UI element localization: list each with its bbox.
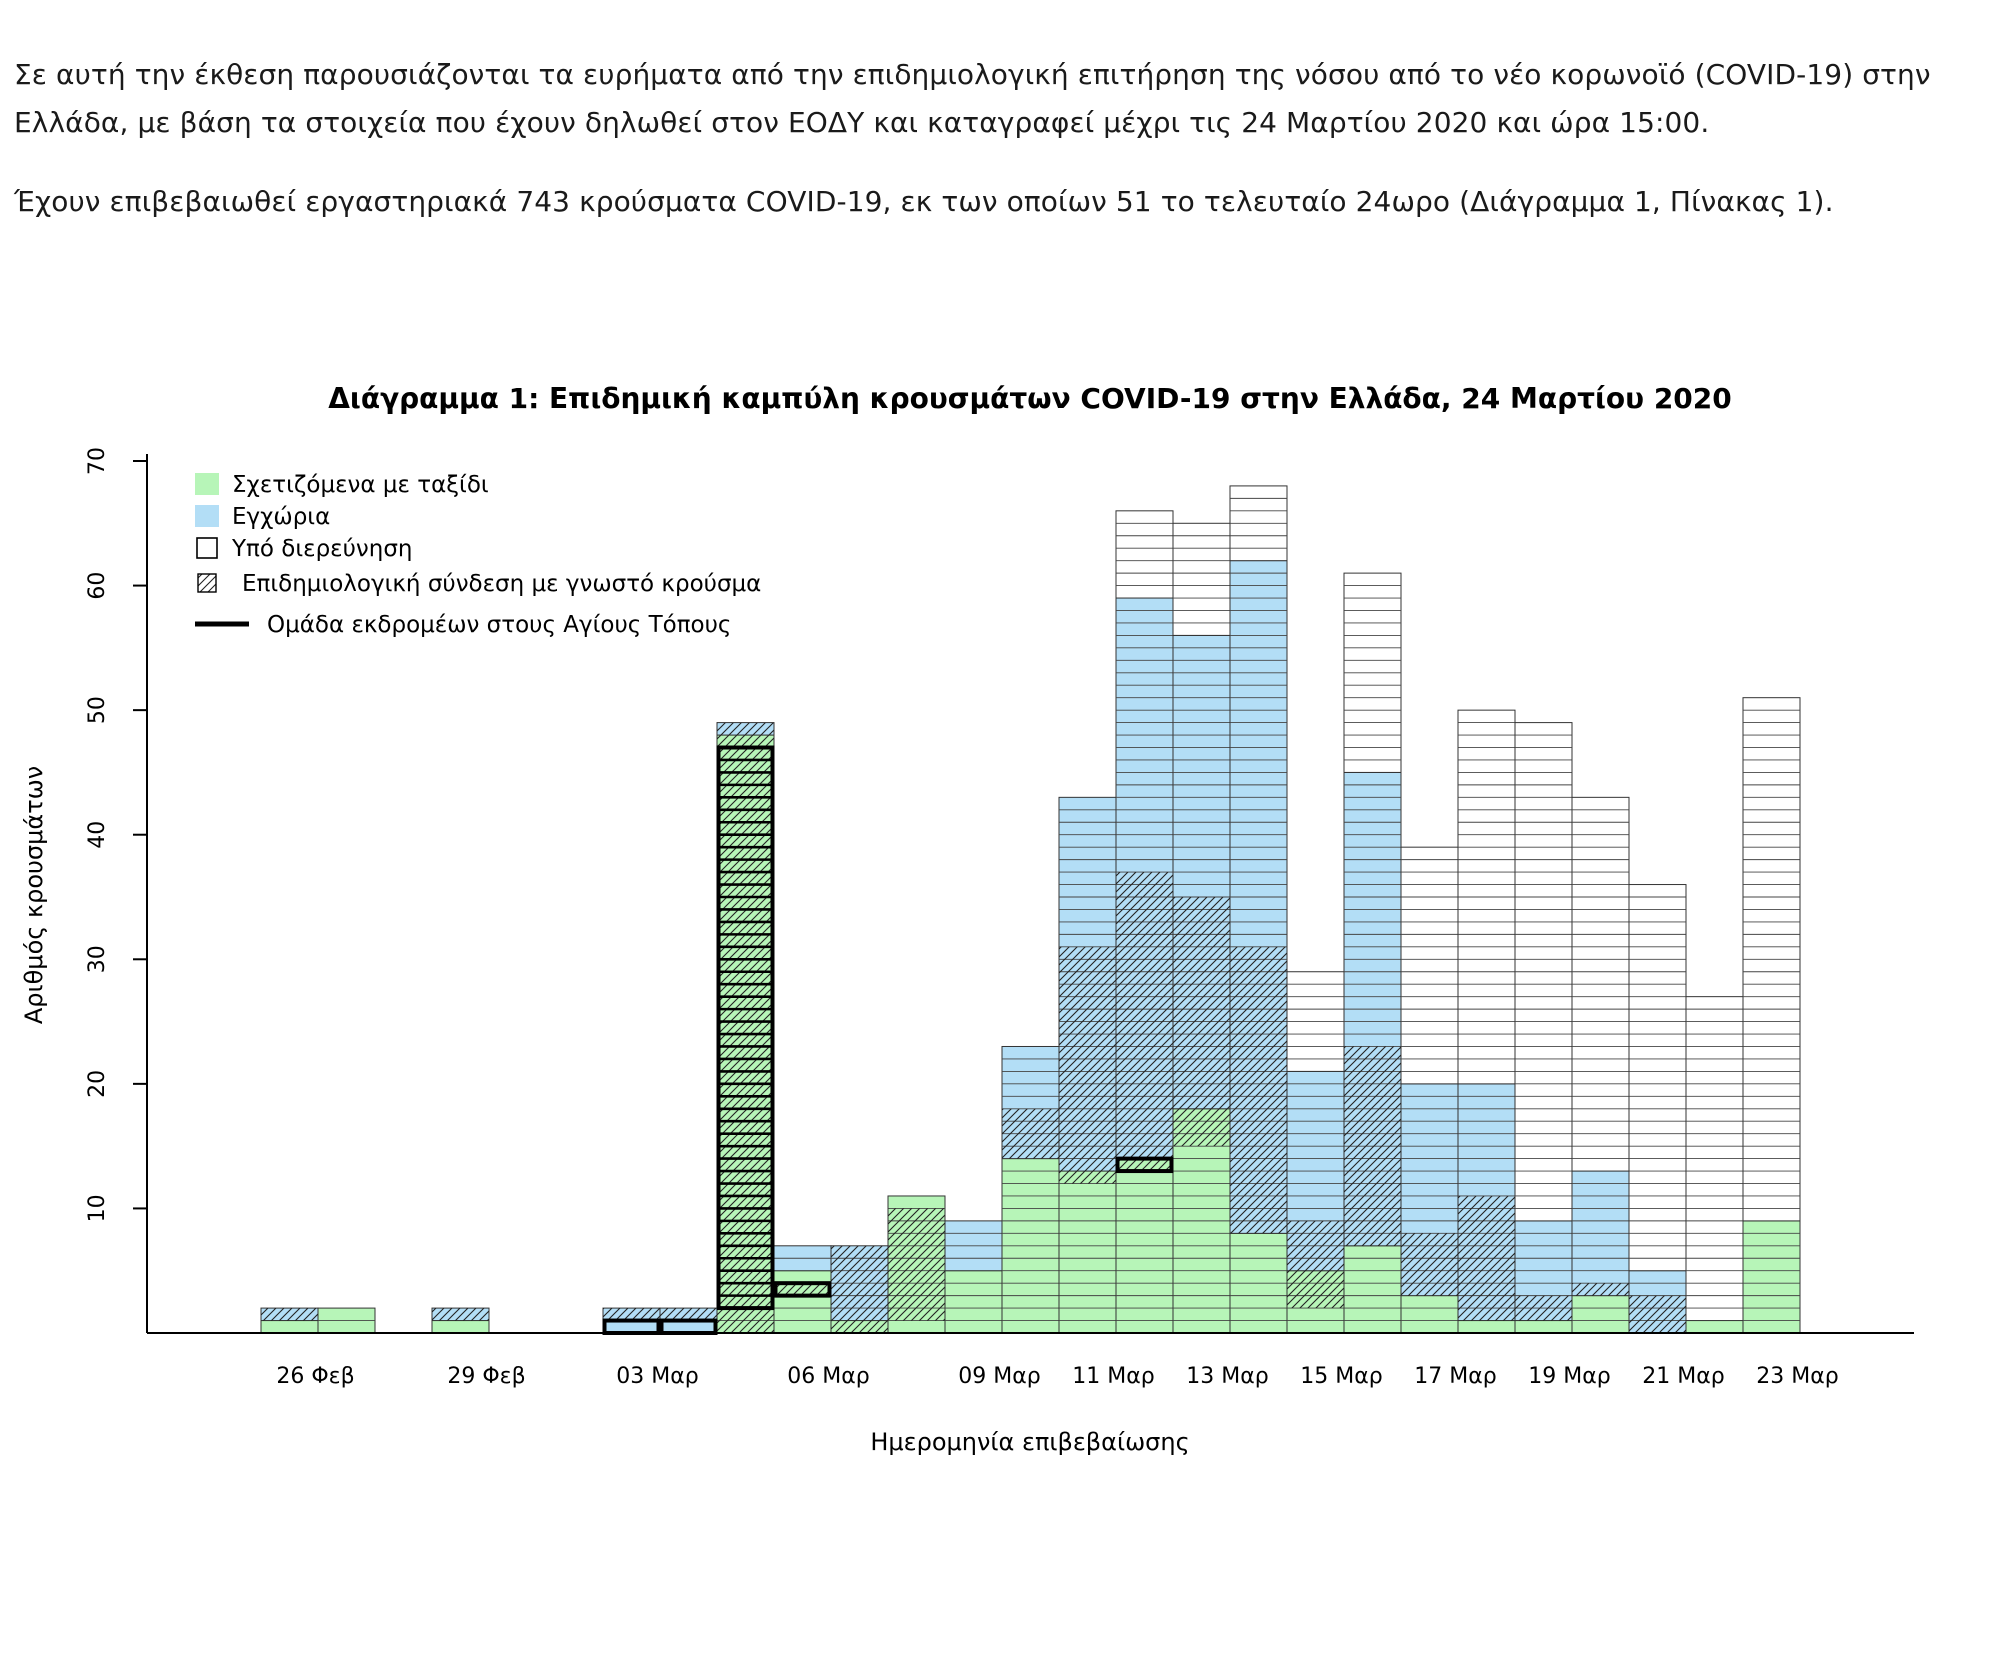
x-tick-label: 13 Μαρ bbox=[1186, 1364, 1268, 1389]
hatched-segment bbox=[1572, 1283, 1629, 1296]
axes-layer bbox=[146, 454, 1914, 1334]
legend-symbol bbox=[195, 473, 219, 495]
legend-label: Σχετιζόμενα με ταξίδι bbox=[232, 472, 489, 498]
hatched-segment bbox=[1173, 897, 1230, 1147]
y-axis-label: Αριθμός κρουσμάτων bbox=[20, 766, 48, 1024]
bar-segment bbox=[1571, 1295, 1630, 1334]
hatched-segment bbox=[1116, 872, 1173, 1172]
y-tick-label: 30 bbox=[85, 945, 110, 973]
bar-segment bbox=[1400, 846, 1459, 1085]
bar-segment bbox=[1058, 1170, 1117, 1334]
legend-symbol bbox=[196, 537, 218, 559]
legend-label: Επιδημιολογική σύνδεση με γνωστό κρούσμα bbox=[242, 571, 761, 597]
y-tick-label: 40 bbox=[85, 821, 110, 849]
x-tick-label: 03 Μαρ bbox=[616, 1364, 698, 1389]
y-tick-label: 20 bbox=[85, 1070, 110, 1098]
bar-segment bbox=[1343, 1245, 1402, 1334]
x-tick-label: 29 Φεβ bbox=[447, 1364, 525, 1389]
legend-label: Υπό διερεύνηση bbox=[231, 536, 413, 562]
bar-segment bbox=[1685, 1320, 1744, 1334]
hatched-segment bbox=[432, 1308, 489, 1321]
y-tick-label: 10 bbox=[85, 1194, 110, 1222]
y-tick-label: 60 bbox=[85, 572, 110, 600]
y-tick-label: 50 bbox=[85, 696, 110, 724]
x-tick-label: 19 Μαρ bbox=[1528, 1364, 1610, 1389]
x-tick-label: 23 Μαρ bbox=[1756, 1364, 1838, 1389]
group-outline bbox=[1115, 1156, 1174, 1174]
bar-segment bbox=[1115, 510, 1174, 599]
bar-segment bbox=[944, 1270, 1003, 1334]
hatched-segment bbox=[888, 1208, 945, 1321]
x-tick-label: 21 Μαρ bbox=[1642, 1364, 1724, 1389]
hatched-segment bbox=[1059, 946, 1116, 1184]
hatched-segment bbox=[1515, 1295, 1572, 1321]
bar-segment bbox=[773, 1270, 832, 1334]
bar-segment bbox=[260, 1320, 319, 1334]
x-tick-label: 09 Μαρ bbox=[958, 1364, 1040, 1389]
bar-segment bbox=[431, 1320, 490, 1334]
x-ticks: 26 Φεβ 29 Φεβ 03 Μαρ 06 Μαρ 09 Μαρ 11 Μαρ 13 Μ… bbox=[276, 1364, 1838, 1389]
bar-segment bbox=[1172, 522, 1231, 636]
hatched-segment bbox=[774, 1283, 831, 1296]
x-tick-label: 15 Μαρ bbox=[1300, 1364, 1382, 1389]
hatched-segment bbox=[1629, 1295, 1686, 1333]
bar-segment bbox=[1628, 884, 1687, 1272]
x-tick-label: 17 Μαρ bbox=[1414, 1364, 1496, 1389]
legend: Σχετιζόμενα με ταξίδι Εγχώρια Υπό διερεύνη… bbox=[195, 472, 761, 638]
hatched-segment bbox=[1230, 946, 1287, 1234]
chart-title: Διάγραμμα 1: Επιδημική καμπύλη κρουσμάτω… bbox=[328, 382, 1732, 415]
bar-segment bbox=[1457, 1320, 1516, 1334]
bar-segment bbox=[1742, 1220, 1801, 1334]
summary-paragraph: Έχουν επιβεβαιωθεί εργαστηριακά 743 κρού… bbox=[14, 185, 1834, 218]
hatched-segment bbox=[717, 722, 774, 1333]
legend-label: Εγχώρια bbox=[232, 504, 330, 530]
x-tick-label: 26 Φεβ bbox=[276, 1364, 354, 1389]
x-tick-label: 06 Μαρ bbox=[787, 1364, 869, 1389]
hatched-segment bbox=[1401, 1233, 1458, 1296]
intro-paragraph: Σε αυτή την έκθεση παρουσιάζονται τα ευρ… bbox=[14, 58, 1931, 139]
legend-symbol bbox=[195, 505, 219, 527]
group-outline bbox=[773, 1281, 832, 1298]
x-axis-label: Ημερομηνία επιβεβαίωσης bbox=[870, 1428, 1189, 1456]
bar-segment bbox=[1400, 1295, 1459, 1334]
y-ticks: 10 20 30 40 50 60 70 bbox=[85, 447, 147, 1222]
hatched-segment bbox=[261, 1308, 318, 1321]
legend-symbol bbox=[197, 573, 217, 593]
hatched-segment bbox=[831, 1245, 888, 1333]
bar-segment bbox=[1514, 1320, 1573, 1334]
hatched-segment bbox=[1287, 1220, 1344, 1309]
y-tick-label: 70 bbox=[85, 447, 110, 475]
hatched-segment bbox=[1002, 1108, 1059, 1159]
hatched-segment bbox=[603, 1308, 660, 1321]
hatch-layer bbox=[261, 722, 1686, 1333]
hatched-segment bbox=[1458, 1195, 1515, 1321]
legend-label: Ομάδα εκδρομέων στους Αγίους Τόπους bbox=[267, 612, 731, 638]
x-tick-label: 11 Μαρ bbox=[1072, 1364, 1154, 1389]
group-outline bbox=[716, 745, 775, 1311]
hatched-segment bbox=[660, 1308, 717, 1321]
hatched-segment bbox=[1344, 1046, 1401, 1246]
